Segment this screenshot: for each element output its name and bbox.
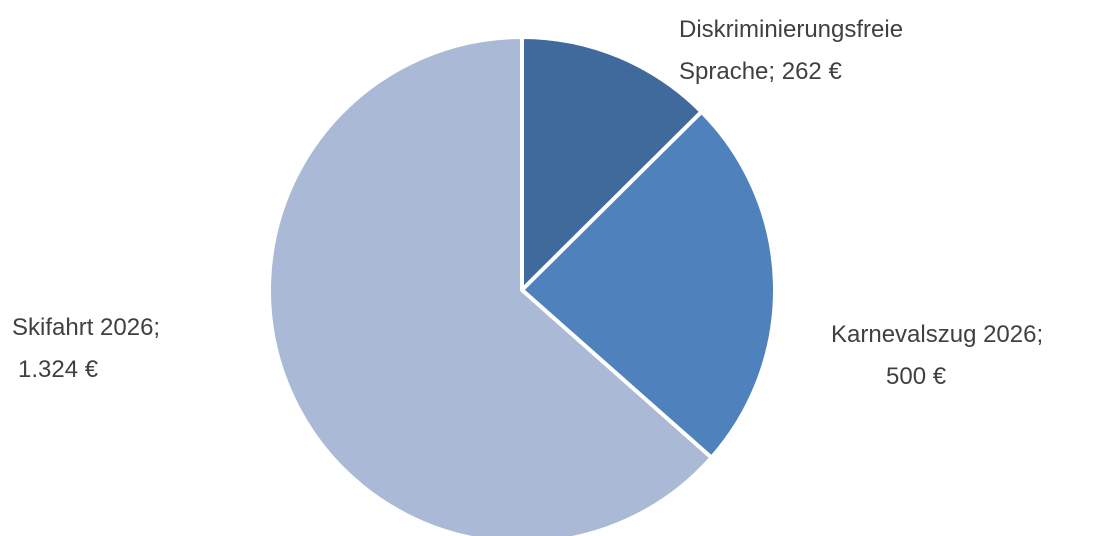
pie-slices [267,35,777,536]
data-label-skifahrt-2026: Skifahrt 2026; 1.324 € [12,314,167,383]
data-label-karnevalszug-2026: Karnevalszug 2026; 500 € [831,321,1050,390]
data-label-line: 1.324 € [18,356,99,383]
data-label-line: Sprache; 262 € [679,58,842,85]
data-label-line: Skifahrt 2026; [12,314,160,341]
data-label-line: Karnevalszug 2026; [831,321,1043,348]
data-label-diskriminierungsfreie-sprache: Diskriminierungsfreie Sprache; 262 € [679,16,910,85]
data-label-line: 500 € [886,363,947,390]
pie-slice-skifahrt-2026 [267,35,714,536]
data-label-line: Diskriminierungsfreie [679,16,903,43]
pie-slice-diskriminierungsfreie-sprache [520,35,704,292]
pie-slice-karnevalszug-2026 [520,109,777,460]
